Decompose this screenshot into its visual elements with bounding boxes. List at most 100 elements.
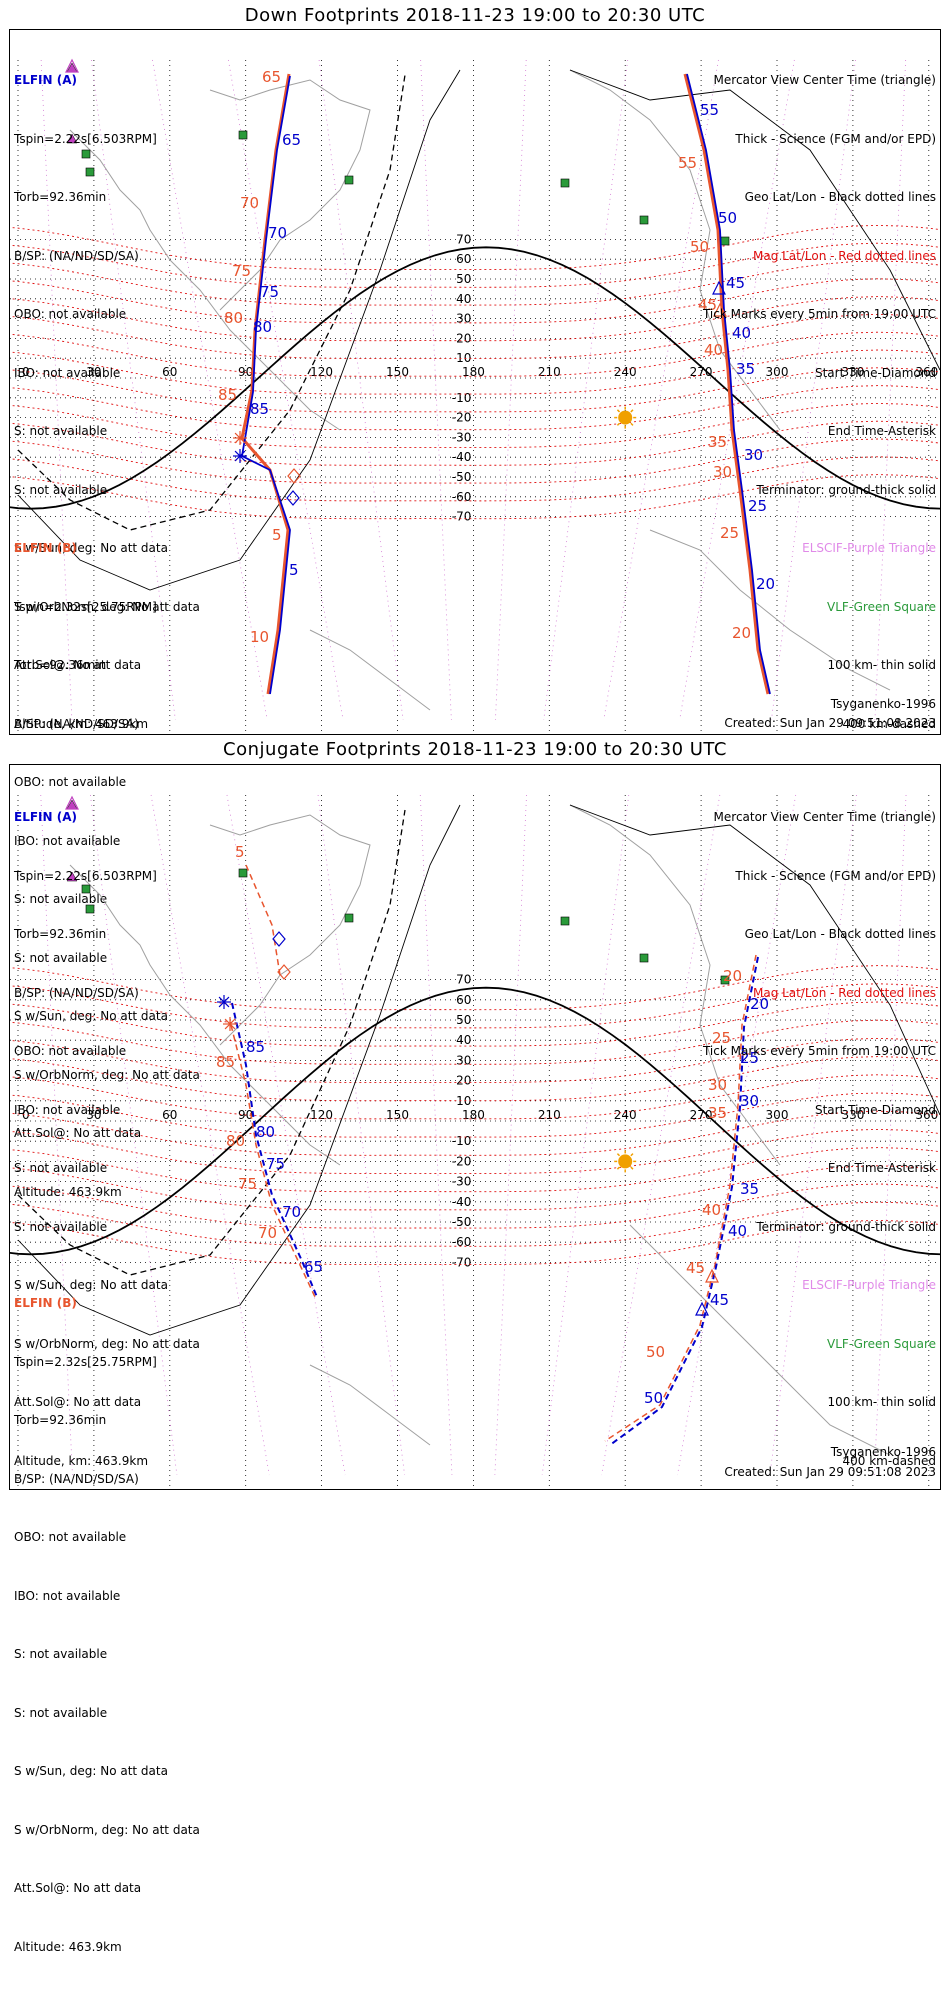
elfin-b-line: S w/OrbNorm, deg: No att data bbox=[14, 1067, 200, 1082]
lat-tick-label: 50 bbox=[456, 1013, 471, 1027]
legend-line: Tick Marks every 5min from 19:00 UTC bbox=[702, 307, 936, 321]
elfin-b-line: B/SP: (NA/ND/SD/SA) bbox=[14, 716, 139, 731]
lat-tick-label: -10 bbox=[452, 1134, 472, 1148]
lat-tick-label: -60 bbox=[452, 1235, 472, 1249]
coastline bbox=[649, 529, 891, 691]
lon-tick-label: 120 bbox=[310, 365, 333, 379]
lat-tick-label: -40 bbox=[452, 450, 472, 464]
elfin-b-track bbox=[683, 73, 770, 695]
elfin-b-track bbox=[245, 864, 281, 976]
lon-tick-label: 150 bbox=[386, 1108, 409, 1122]
track-a-label: 50 bbox=[718, 209, 737, 227]
elfin-a-line: Att.Sol@: No att data bbox=[14, 1395, 142, 1409]
track-b-label: 40 bbox=[702, 1201, 721, 1219]
elfin-a-track bbox=[231, 1002, 318, 1298]
center-time-triangle bbox=[713, 302, 727, 317]
track-a-label: 5 bbox=[289, 561, 299, 579]
sun-icon bbox=[618, 1154, 633, 1169]
track-a-label: 40 bbox=[732, 324, 751, 342]
track-b-label: 35 bbox=[708, 433, 727, 451]
mag-parallel bbox=[10, 1183, 940, 1229]
track-a-label: 45 bbox=[710, 1291, 729, 1309]
mag-parallel bbox=[10, 965, 940, 1011]
track-a-label: 35 bbox=[740, 1180, 759, 1198]
legend-line: Mercator View Center Time (triangle) bbox=[713, 73, 936, 87]
mag-meridian bbox=[318, 59, 404, 721]
lat-tick-label: 20 bbox=[456, 331, 471, 345]
track-a-label: 75 bbox=[260, 283, 279, 301]
mag-parallel bbox=[10, 260, 940, 306]
mag-parallel bbox=[10, 420, 940, 466]
lon-tick-label: 150 bbox=[386, 365, 409, 379]
legend-line: VLF-Green Square bbox=[827, 599, 936, 614]
mag-parallel bbox=[10, 331, 940, 377]
legend-line: 400 km-dashed bbox=[842, 1453, 936, 1468]
vlf-station-marker bbox=[560, 178, 570, 188]
track-b-label: 50 bbox=[646, 1343, 665, 1361]
down-footprints-map: 0 30 60 90 120 150 180 210 240 270 300 330 360706050… bbox=[10, 58, 940, 734]
mag-meridian bbox=[226, 794, 346, 1476]
elfin-a-track bbox=[240, 75, 291, 695]
legend-line: 100 km- thin solid bbox=[827, 1395, 936, 1409]
track-b-label: 55 bbox=[678, 154, 697, 172]
elfin-a-line: S: not available bbox=[14, 482, 108, 497]
track-a-label: 20 bbox=[750, 995, 769, 1013]
elfin-b-line: S w/Sun, deg: No att data bbox=[14, 1764, 168, 1778]
lon-tick-label: 330 bbox=[841, 1108, 864, 1122]
lat-tick-label: -30 bbox=[452, 1175, 472, 1189]
elfin-b-track bbox=[604, 954, 757, 1442]
mag-parallel bbox=[10, 1074, 940, 1120]
track-a-label: 75 bbox=[266, 1155, 285, 1173]
elfin-a-line: Torb=92.36min bbox=[14, 190, 107, 204]
mag-meridian bbox=[494, 794, 527, 1476]
mag-parallel bbox=[10, 456, 940, 502]
alt-400km-line bbox=[17, 809, 406, 1276]
mag-meridian bbox=[90, 59, 176, 721]
mag-parallel bbox=[10, 402, 940, 448]
track-b-label: 45 bbox=[686, 1259, 705, 1277]
mag-meridian bbox=[677, 794, 797, 1476]
map-legend: Mercator View Center Time (triangle) Thi… bbox=[703, 32, 936, 773]
alt-100km-line bbox=[17, 69, 461, 591]
track-a-label: 70 bbox=[268, 224, 287, 242]
coastline bbox=[209, 79, 371, 311]
vlf-station-marker bbox=[344, 913, 354, 923]
mag-meridian bbox=[543, 59, 629, 721]
lat-tick-label: 10 bbox=[456, 1094, 471, 1108]
lon-tick-label: 210 bbox=[538, 1108, 561, 1122]
lat-tick-label: 70 bbox=[456, 232, 471, 246]
mag-parallel bbox=[10, 1092, 940, 1138]
elfin-b-line: IBO: not available bbox=[14, 1588, 121, 1603]
track-b-label: 25 bbox=[712, 1029, 731, 1047]
legend-line: Terminator: ground-thick solid bbox=[756, 482, 936, 497]
center-time-triangle bbox=[705, 1268, 719, 1283]
elfin-b-line: Altitude: 463.9km bbox=[14, 1184, 122, 1199]
lat-tick-label: 50 bbox=[456, 272, 471, 286]
vlf-station-marker bbox=[81, 149, 91, 159]
conjugate-footprints-title: Conjugate Footprints 2018-11-23 19:00 to… bbox=[223, 739, 727, 760]
mag-parallel bbox=[10, 983, 940, 1029]
lon-tick-label: 60 bbox=[162, 365, 177, 379]
elfin-a-line: IBO: not available bbox=[14, 365, 121, 380]
lat-tick-label: 10 bbox=[456, 351, 471, 365]
elscif-triangle bbox=[66, 871, 78, 882]
track-b-label: 25 bbox=[720, 524, 739, 542]
elfin-a-name: ELFIN (A) bbox=[14, 810, 77, 824]
mag-parallel bbox=[10, 385, 940, 431]
elfin-a-line: B/SP: (NA/ND/SD/SA) bbox=[14, 248, 139, 263]
legend-line: Geo Lat/Lon - Black dotted lines bbox=[744, 190, 936, 204]
track-b-label: 45 bbox=[698, 296, 717, 314]
start-diamond bbox=[272, 931, 286, 947]
center-time-triangle bbox=[712, 280, 726, 295]
track-a-label: 65 bbox=[282, 131, 301, 149]
legend-line: ELSCIF-Purple Triangle bbox=[802, 541, 936, 555]
track-a-label: 50 bbox=[644, 1389, 663, 1407]
elfin-b-line: OBO: not available bbox=[14, 1530, 127, 1544]
end-asterisk bbox=[218, 996, 230, 1008]
end-asterisk bbox=[224, 1018, 236, 1030]
elfin-a-name: ELFIN (A) bbox=[14, 73, 77, 87]
map-legend: Mercator View Center Time (triangle) Thi… bbox=[703, 769, 936, 1510]
mag-meridian bbox=[601, 794, 721, 1476]
elfin-a-line: S w/OrbNorm, deg: No att data bbox=[14, 599, 200, 614]
track-b-label: 10 bbox=[250, 628, 269, 646]
